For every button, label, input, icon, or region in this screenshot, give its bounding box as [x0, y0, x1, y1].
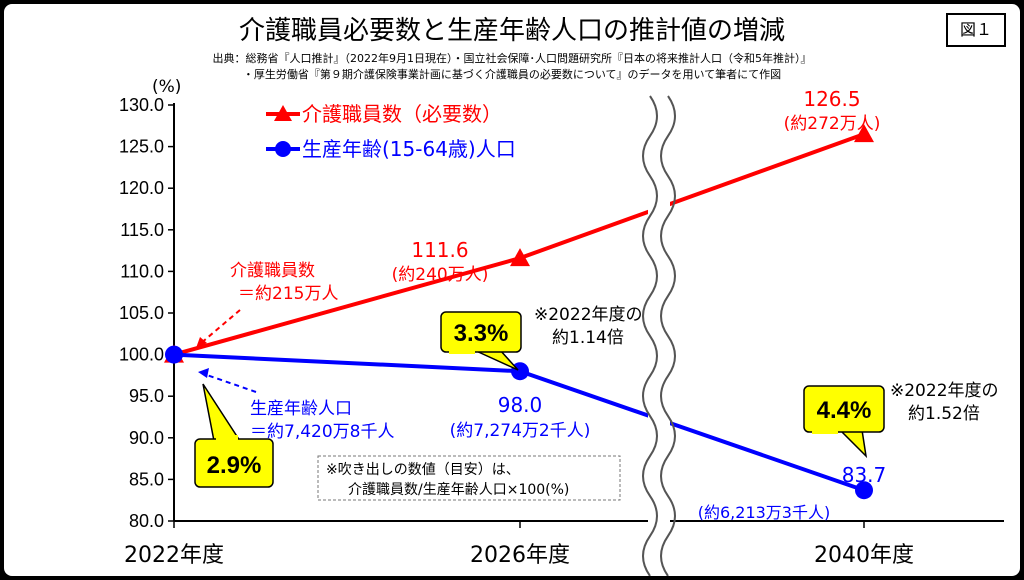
y-tick-label: 85.0: [129, 469, 164, 489]
y-tick-label: 130.0: [119, 95, 164, 115]
legend: 介護職員数（必要数） 生産年齢(15-64歳)人口: [266, 102, 516, 161]
x-tick-label: 2040年度: [814, 543, 914, 568]
y-tick-label: 100.0: [119, 345, 164, 365]
y-tick-label: 105.0: [119, 303, 164, 323]
ratio-2040-callout-pointer: [838, 429, 868, 459]
annotations: 111.6 (約240万人) 126.5 (約272万人) 98.0 (約7,274万2千…: [194, 87, 999, 522]
y-tick-label: 80.0: [129, 511, 164, 531]
ratio-2040-note-line-2: 約1.52倍: [908, 404, 980, 424]
ratio-2040-callout-text: 4.4%: [817, 397, 872, 424]
axis-break-wave: [642, 95, 658, 576]
population-sub-label-2026: (約7,274万2千人): [450, 421, 591, 441]
ratio-2026-callout-seam: [449, 348, 475, 354]
ratio-2040-note-line-1: ※2022年度の: [890, 381, 999, 401]
footnote-line-2: 介護職員数/生産年齢人口×100(%): [348, 482, 569, 498]
care-sub-label-2040: (約272万人): [784, 114, 881, 134]
axes: (%): [152, 77, 1004, 522]
ratio-2040-callout-box: [803, 385, 885, 433]
population-base-arrowhead: [198, 368, 209, 378]
care-base-label: 介護職員数: [230, 261, 315, 281]
x-axis-ticks: 2022年度 2026年度 2040年度: [124, 521, 914, 568]
y-axis-unit: (%): [152, 77, 181, 97]
care-value-label-2026: 111.6: [411, 238, 468, 262]
y-tick-label: 90.0: [129, 428, 164, 448]
population-value-label-2026: 98.0: [498, 393, 543, 417]
y-tick-label: 120.0: [119, 178, 164, 198]
care-value-label-2040: 126.5: [803, 87, 860, 111]
y-tick-label: 95.0: [129, 386, 164, 406]
footnote-line-1: ※吹き出しの数値（目安）は、: [326, 462, 520, 478]
x-tick-label: 2026年度: [470, 543, 570, 568]
axis-break-gap: [648, 96, 670, 548]
legend-population-marker: [275, 141, 291, 157]
ratio-2022-callout-text: 2.9%: [207, 452, 262, 479]
ratio-2040-callout-seam: [812, 428, 838, 434]
y-axis-ticks: 80.0 85.0 90.0 95.0 100.0 105.0 110.0 115.0 120.…: [119, 95, 174, 531]
chart-title: 介護職員必要数と生産年齢人口の推計値の増減: [238, 16, 785, 46]
population-point-marker: [165, 345, 183, 364]
chart-panel: 介護職員必要数と生産年齢人口の推計値の増減 図１ 出典：総務省『人口推計』（20…: [4, 4, 1020, 576]
line-chart: (%) 80.0 85.0 90.0 95.0 100.0 105.0 110.0 115.0…: [119, 77, 1004, 576]
ratio-2022-callout-pointer: [202, 383, 242, 442]
population-point-marker: [855, 481, 873, 500]
care-base-arrowhead: [196, 337, 207, 348]
ratio-2022-callout-seam: [216, 435, 238, 443]
axis-break-wave: [660, 95, 676, 576]
population-base-value: ＝約7,420万8千人: [250, 422, 394, 442]
population-sub-label-2040: (約6,213万3千人): [698, 503, 830, 522]
figure-label: 図１: [946, 13, 1006, 47]
legend-care-marker: [274, 105, 292, 121]
population-base-arrow: [203, 373, 257, 393]
y-tick-label: 115.0: [120, 220, 164, 240]
population-base-label: 生産年齢人口: [250, 399, 352, 419]
population-value-label-2040: 83.7: [842, 463, 887, 487]
y-tick-label: 125.0: [119, 137, 164, 157]
care-point-marker: [510, 248, 530, 267]
axis-break: [642, 95, 676, 576]
ratio-2026-note-line-1: ※2022年度の: [534, 305, 643, 325]
y-tick-label: 110.0: [120, 261, 164, 281]
care-point-marker: [854, 124, 874, 143]
source-line-2: ・厚生労働省『第９期介護保険事業計画に基づく介護職員の必要数について』のデータを…: [242, 68, 782, 81]
care-sub-label-2026: (約240万人): [392, 265, 489, 285]
footnote-box: [317, 455, 621, 501]
ratio-2026-callout-text: 3.3%: [454, 320, 509, 347]
ratio-2026-callout-box: [440, 311, 522, 353]
source-line-1: 出典：総務省『人口推計』（2022年9月1日現在）・国立社会保障･人口問題研究所…: [212, 52, 812, 65]
legend-population-label: 生産年齢(15-64歳)人口: [302, 137, 516, 161]
care-base-value: ＝約215万人: [238, 284, 338, 304]
ratio-2026-note-line-2: 約1.14倍: [552, 328, 624, 348]
legend-care-label: 介護職員数（必要数）: [302, 102, 502, 126]
x-tick-label: 2022年度: [124, 543, 224, 568]
ratio-2026-callout-pointer: [473, 349, 519, 371]
